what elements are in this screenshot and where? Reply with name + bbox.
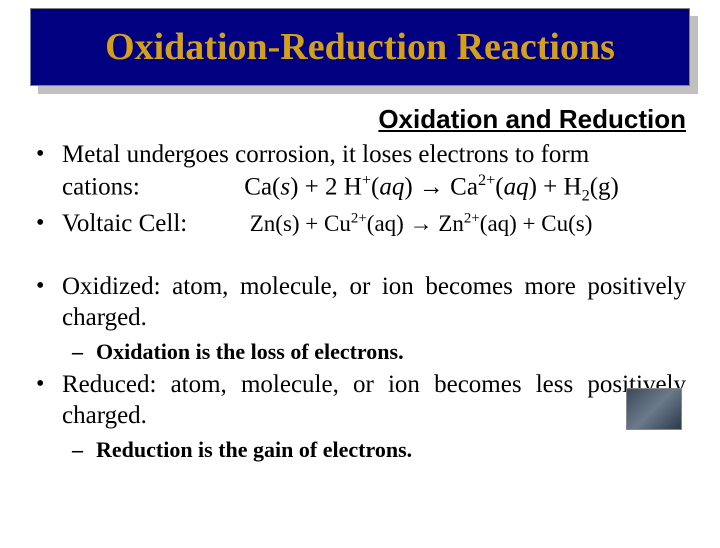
bullet3-text: Oxidized: atom, molecule, or ion becomes… xyxy=(62,273,686,331)
eq1-part5: Ca xyxy=(444,174,478,201)
eq1-part2: ) + 2 H xyxy=(290,174,362,201)
eq1-part: Ca( xyxy=(244,174,280,201)
sub-list-2: Reduction is the gain of electrons. xyxy=(62,436,686,464)
bullet1-text-line1: Metal undergoes corrosion, it loses elec… xyxy=(62,141,589,168)
eq1-sub: 2 xyxy=(582,187,590,205)
bullet-voltaic: Voltaic Cell: Zn(s) + Cu2+(aq) → Zn2+(aq… xyxy=(58,208,686,239)
eq1-s: s xyxy=(280,174,290,201)
bullet-corrosion: Metal undergoes corrosion, it loses elec… xyxy=(58,139,686,206)
sub-reduction: Reduction is the gain of electrons. xyxy=(92,436,686,464)
thumbnail-image xyxy=(626,388,682,430)
title-banner: Oxidation-Reduction Reactions xyxy=(30,8,690,86)
content-area: Oxidation and Reduction Metal undergoes … xyxy=(0,86,720,463)
main-bullet-list-2: Oxidized: atom, molecule, or ion becomes… xyxy=(34,271,686,463)
eq1-part4: ) xyxy=(404,174,419,201)
equation-2: Zn(s) + Cu2+(aq) → Zn2+(aq) + Cu(s) xyxy=(250,209,593,239)
bullet2-label: Voltaic Cell: xyxy=(62,210,187,237)
title-bar: Oxidation-Reduction Reactions xyxy=(30,8,690,86)
eq1-aq2: aq xyxy=(504,174,529,201)
bullet1-text-line2a: cations: xyxy=(62,174,140,201)
eq1-sup1: + xyxy=(362,171,371,189)
sub-oxidation: Oxidation is the loss of electrons. xyxy=(92,338,686,366)
eq2-arrow: → xyxy=(410,210,433,236)
sub-list-1: Oxidation is the loss of electrons. xyxy=(62,338,686,366)
eq1-part6: ( xyxy=(495,174,503,201)
eq2-part2: (aq) xyxy=(367,211,410,236)
eq2-part1: Zn(s) + Cu xyxy=(250,211,351,236)
eq2-part3: Zn xyxy=(433,211,464,236)
spacer xyxy=(34,241,686,271)
eq2-sup2: 2+ xyxy=(464,210,480,226)
bullet4-text: Reduced: atom, molecule, or ion becomes … xyxy=(62,371,686,429)
eq1-part8: (g) xyxy=(590,174,619,201)
eq1-aq: aq xyxy=(379,174,404,201)
eq1-sup2: 2+ xyxy=(478,171,495,189)
bullet-reduced: Reduced: atom, molecule, or ion becomes … xyxy=(58,369,686,463)
bullet-oxidized: Oxidized: atom, molecule, or ion becomes… xyxy=(58,271,686,365)
section-subheading: Oxidation and Reduction xyxy=(34,104,686,135)
slide-title: Oxidation-Reduction Reactions xyxy=(105,25,615,69)
equation-1: Ca(s) + 2 H+(aq) → Ca2+(aq) + H2(g) xyxy=(244,170,619,206)
eq2-sup1: 2+ xyxy=(351,210,367,226)
main-bullet-list: Metal undergoes corrosion, it loses elec… xyxy=(34,139,686,239)
eq1-arrow: → xyxy=(419,173,444,201)
eq1-part7: ) + H xyxy=(529,174,582,201)
eq2-part4: (aq) + Cu(s) xyxy=(480,211,593,236)
